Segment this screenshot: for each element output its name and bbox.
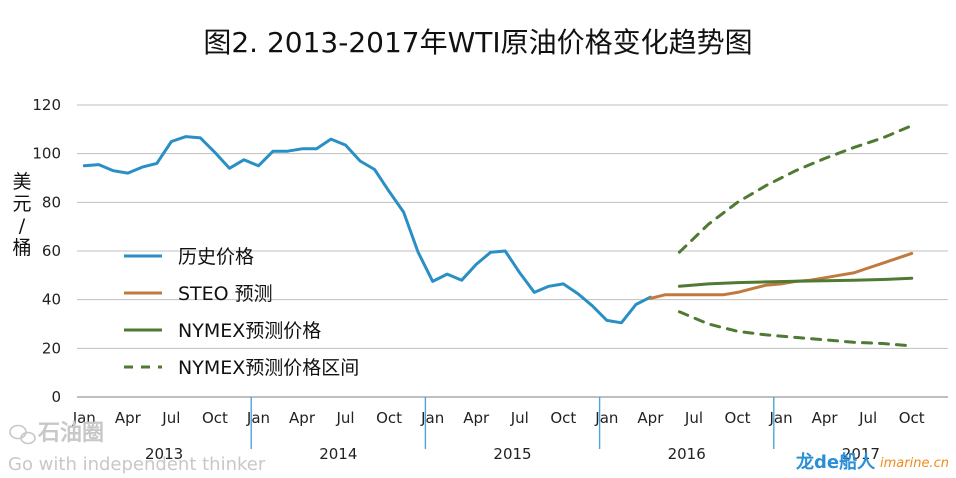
- x-month-label: Apr: [812, 409, 839, 427]
- y-tick-label: 40: [42, 291, 61, 309]
- y-tick-label: 120: [32, 96, 61, 114]
- chart-title: 图2. 2013-2017年WTI原油价格变化趋势图: [203, 26, 752, 59]
- x-month-label: Oct: [376, 409, 402, 427]
- y-axis-label: 美元/桶: [12, 171, 31, 259]
- legend-label: 历史价格: [178, 246, 254, 268]
- series-line: [82, 135, 652, 325]
- legend-label: NYMEX预测价格: [178, 320, 321, 342]
- x-month-label: Jan: [246, 409, 270, 427]
- x-month-label: Jul: [161, 409, 180, 427]
- x-month-label: Jul: [336, 409, 355, 427]
- legend-label: STEO 预测: [178, 283, 273, 305]
- x-month-label: Apr: [115, 409, 142, 427]
- x-month-label: Apr: [637, 409, 664, 427]
- x-month-label: Jul: [858, 409, 877, 427]
- x-year-label: 2013: [145, 445, 183, 463]
- watermark-bottom-brand: 龙de船人: [796, 451, 876, 473]
- x-year-label: 2016: [668, 445, 706, 463]
- legend-label: NYMEX预测价格区间: [178, 357, 359, 379]
- x-axis: Jan Apr Jul Oct 2013 Jan Apr Jul Oct 2014 Jan Apr Ju…: [72, 397, 925, 463]
- x-month-label: Jul: [684, 409, 703, 427]
- watermark: 石油圈 Go with independent thinker 龙de船人 im…: [8, 421, 949, 475]
- x-month-label: Jan: [420, 409, 444, 427]
- series-line: [677, 124, 914, 254]
- y-tick-label: 20: [42, 339, 61, 357]
- x-month-label: Oct: [725, 409, 751, 427]
- x-month-label: Jan: [72, 409, 96, 427]
- y-tick-label: 100: [32, 145, 61, 163]
- y-tick-label: 0: [51, 388, 61, 406]
- series-line: [677, 276, 914, 288]
- watermark-slogan: Go with independent thinker: [8, 454, 266, 475]
- x-month-label: Jan: [594, 409, 618, 427]
- watermark-bottom-site: imarine.cn: [880, 456, 949, 471]
- y-tick-label: 60: [42, 242, 61, 260]
- x-month-label: Oct: [899, 409, 925, 427]
- x-month-label: Jan: [768, 409, 792, 427]
- series-line: [677, 310, 914, 348]
- x-month-label: Oct: [550, 409, 576, 427]
- x-month-label: Oct: [202, 409, 228, 427]
- wechat-logo-icon: [9, 424, 36, 445]
- grid-lines: [77, 104, 948, 398]
- x-month-label: Apr: [289, 409, 316, 427]
- x-year-label: 2017: [842, 445, 880, 463]
- y-axis-ticks: 0 20 40 60 80 100 120: [32, 96, 61, 406]
- x-month-label: Jul: [510, 409, 529, 427]
- legend: 历史价格 STEO 预测 NYMEX预测价格 NYMEX预测价格区间: [124, 246, 359, 379]
- watermark-brand: 石油圈: [37, 421, 104, 446]
- x-year-label: 2015: [493, 445, 531, 463]
- x-month-label: Apr: [463, 409, 490, 427]
- y-tick-label: 80: [42, 193, 61, 211]
- series-lines: [82, 124, 914, 348]
- x-year-label: 2014: [319, 445, 357, 463]
- series-line: [648, 251, 914, 300]
